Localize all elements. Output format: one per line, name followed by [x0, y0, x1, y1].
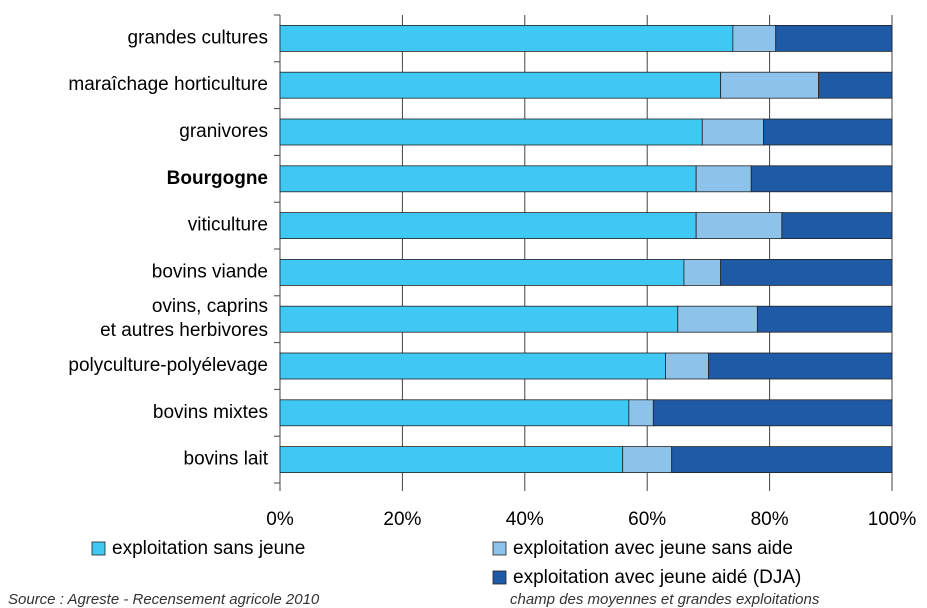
bar-segment — [279, 71, 722, 99]
scope-note: champ des moyennes et grandes exploitati… — [510, 591, 820, 608]
bar-segment — [652, 399, 893, 427]
bar-segment — [279, 305, 679, 333]
bar-segment — [818, 71, 893, 99]
y-tick-label: bovins mixtes — [153, 402, 268, 423]
y-tick-label: polyculture-polyélevage — [68, 355, 268, 376]
bar-segment — [695, 212, 783, 240]
y-tick-label: Bourgogne — [167, 168, 268, 189]
legend-swatch — [91, 541, 106, 556]
bar-segment — [279, 258, 685, 286]
y-tick-label: bovins lait — [184, 449, 269, 470]
y-tick-label: bovins viande — [152, 261, 268, 282]
x-tick-label: 100% — [868, 509, 917, 530]
bar-segment — [279, 352, 666, 380]
bar-segment — [720, 258, 893, 286]
source-note: Source : Agreste - Recensement agricole … — [8, 591, 320, 608]
bar-segment — [763, 118, 893, 146]
bar-segment — [677, 305, 758, 333]
y-tick-label: ovins, caprins et autres herbivores — [100, 296, 268, 341]
x-tick-label: 40% — [506, 509, 544, 530]
bar-segment — [775, 24, 893, 52]
bar-segment — [708, 352, 893, 380]
legend-label: exploitation avec jeune sans aide — [513, 538, 793, 559]
x-tick-label: 60% — [628, 509, 666, 530]
bar-segment — [683, 258, 722, 286]
bar-segment — [720, 71, 819, 99]
bar-segment — [732, 24, 777, 52]
bar-segment — [665, 352, 709, 380]
y-tick-label: maraîchage horticulture — [68, 74, 268, 95]
bar-segment — [756, 305, 893, 333]
bar-segment — [671, 446, 893, 474]
bar-segment — [279, 399, 630, 427]
x-tick-label: 20% — [383, 509, 421, 530]
x-tick-label: 0% — [266, 509, 294, 530]
bar-segment — [695, 165, 752, 193]
bar-segment — [701, 118, 764, 146]
y-tick-label: viticulture — [188, 215, 268, 236]
y-tick-label: granivores — [179, 121, 268, 142]
bar-segment — [781, 212, 893, 240]
bar-segment — [279, 118, 703, 146]
bar-segment — [628, 399, 654, 427]
legend-swatch — [492, 570, 507, 585]
x-tick-label: 80% — [751, 509, 789, 530]
legend-label: exploitation avec jeune aidé (DJA) — [513, 567, 801, 588]
bar-segment — [279, 24, 734, 52]
bar-segment — [279, 446, 624, 474]
bar-segment — [279, 165, 697, 193]
legend-label: exploitation sans jeune — [112, 538, 305, 559]
legend-swatch — [492, 541, 507, 556]
bar-segment — [279, 212, 697, 240]
bar-segment — [622, 446, 673, 474]
bar-segment — [750, 165, 893, 193]
y-tick-label: grandes cultures — [128, 27, 268, 48]
